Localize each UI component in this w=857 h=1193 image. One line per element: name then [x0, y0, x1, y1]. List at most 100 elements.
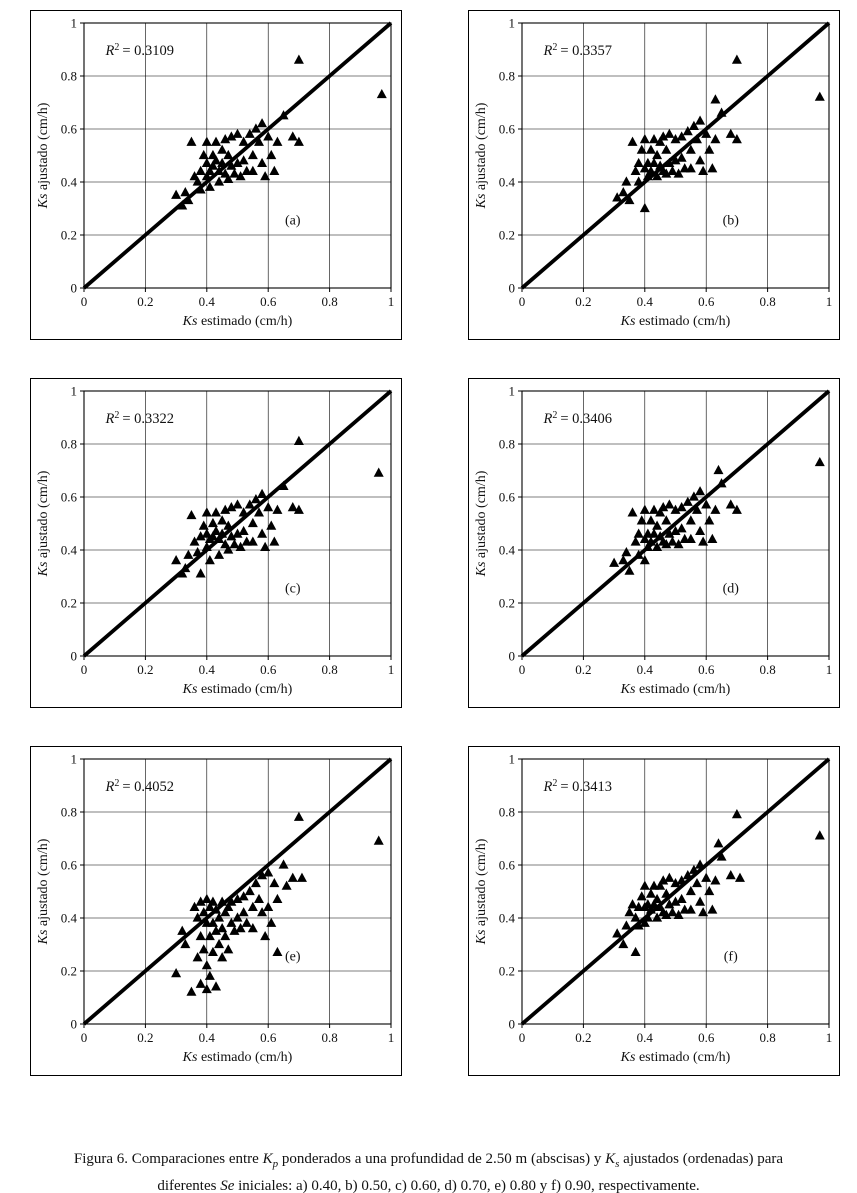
y-axis-label: Ks ajustado (cm/h) [36, 102, 51, 209]
data-point [195, 896, 206, 906]
figure-caption: Figura 6. Comparaciones entre Kp pondera… [45, 1147, 812, 1193]
x-tick-label: 0.4 [199, 294, 216, 309]
y-tick-label: 0.4 [499, 175, 516, 190]
data-point [701, 872, 712, 882]
caption-segment: ajustados (ordenadas) para diferentes [157, 1151, 784, 1193]
scatter-plot: 0 0.2 0.4 0.6 0.8 1 0 0.2 0.4 0.6 0.8 1 R2 = 0.3406 (d… [474, 384, 832, 698]
y-tick-label: 0.8 [61, 437, 77, 452]
data-point [272, 504, 283, 514]
data-point [707, 904, 718, 914]
data-point [710, 94, 721, 104]
x-tick-label: 1 [826, 294, 833, 309]
data-point [183, 549, 194, 559]
y-tick-label: 0.6 [61, 122, 78, 137]
data-point [226, 896, 237, 906]
x-tick-label: 0.4 [199, 662, 216, 677]
y-axis-label: Ks ajustado (cm/h) [474, 838, 489, 945]
data-point [624, 565, 635, 575]
data-point [232, 499, 243, 509]
data-point [211, 981, 222, 991]
data-point [260, 171, 271, 181]
data-point [204, 555, 215, 565]
data-point [192, 547, 203, 557]
x-tick-label: 0.8 [759, 1030, 775, 1045]
chart-panel-d: 0 0.2 0.4 0.6 0.8 1 0 0.2 0.4 0.6 0.8 1 R2 = 0.3406 (d… [468, 378, 840, 708]
data-point [223, 944, 234, 954]
data-point [670, 877, 681, 888]
x-tick-label: 0.8 [321, 1030, 337, 1045]
data-point [725, 128, 736, 138]
data-point [685, 163, 696, 173]
data-point [627, 136, 638, 146]
data-point [633, 528, 644, 538]
data-point [235, 171, 246, 181]
data-point [211, 925, 222, 935]
data-point [673, 168, 684, 178]
x-tick-label: 0.6 [698, 662, 715, 677]
data-point [287, 872, 298, 882]
data-point [695, 525, 706, 536]
data-point [198, 944, 209, 954]
data-point [639, 163, 650, 173]
data-point [664, 499, 675, 509]
x-tick-label: 0.8 [321, 294, 337, 309]
r-squared-label: R2 = 0.3109 [104, 42, 174, 59]
charts-grid: 0 0.2 0.4 0.6 0.8 1 0 0.2 0.4 0.6 0.8 1 R2 = 0.3109 (a… [30, 10, 840, 1076]
panel-label: (a) [285, 213, 301, 228]
data-point [636, 891, 647, 901]
y-tick-label: 0 [71, 649, 78, 664]
y-axis-label: Ks ajustado (cm/h) [36, 838, 51, 945]
x-tick-label: 0.4 [637, 662, 654, 677]
caption-segment: Figura 6. Comparaciones entre [73, 1151, 263, 1167]
scatter-plot: 0 0.2 0.4 0.6 0.8 1 0 0.2 0.4 0.6 0.8 1 R2 = 0.3322 (c… [36, 384, 395, 698]
x-axis-label: Ks estimado (cm/h) [620, 682, 731, 697]
data-point [211, 904, 222, 914]
data-point [691, 504, 702, 514]
data-point [217, 528, 228, 538]
data-point [195, 930, 206, 941]
data-point [731, 134, 742, 144]
y-tick-label: 0.4 [61, 911, 78, 926]
x-tick-label: 0 [81, 294, 88, 309]
x-axis-label: Ks estimado (cm/h) [182, 682, 293, 697]
data-point [655, 136, 666, 146]
data-point [682, 496, 693, 506]
data-point [226, 531, 237, 541]
data-point [214, 549, 225, 559]
data-point [226, 502, 237, 512]
data-point [630, 165, 641, 175]
data-point [171, 189, 182, 199]
data-point [244, 128, 255, 138]
y-tick-label: 0.8 [61, 805, 77, 820]
data-point [223, 173, 234, 183]
data-point [639, 917, 650, 927]
data-point [204, 970, 215, 980]
data-point [177, 568, 188, 578]
x-tick-label: 0.8 [759, 294, 775, 309]
y-tick-label: 0.4 [499, 543, 516, 558]
data-point [725, 870, 736, 880]
data-point [223, 544, 234, 554]
data-point [278, 480, 289, 490]
data-point [204, 165, 215, 175]
r-squared-label: R2 = 0.4052 [104, 778, 174, 795]
data-point [201, 136, 212, 146]
chart-panel-f: 0 0.2 0.4 0.6 0.8 1 0 0.2 0.4 0.6 0.8 1 R2 = 0.3413 (f… [468, 746, 840, 1076]
x-tick-label: 0.6 [260, 294, 277, 309]
data-point [667, 907, 678, 917]
data-point [217, 952, 228, 962]
panel-label: (b) [723, 213, 740, 228]
data-point [201, 960, 212, 970]
data-point [698, 165, 709, 175]
data-point [704, 885, 715, 896]
data-point [685, 144, 696, 154]
data-point [189, 536, 200, 546]
data-point [229, 539, 240, 549]
y-tick-label: 0.6 [499, 858, 516, 873]
data-point [186, 986, 197, 996]
x-tick-label: 1 [388, 662, 395, 677]
x-tick-label: 0 [81, 1030, 88, 1045]
data-point [257, 157, 268, 168]
data-point [695, 896, 706, 906]
data-point [682, 870, 693, 880]
